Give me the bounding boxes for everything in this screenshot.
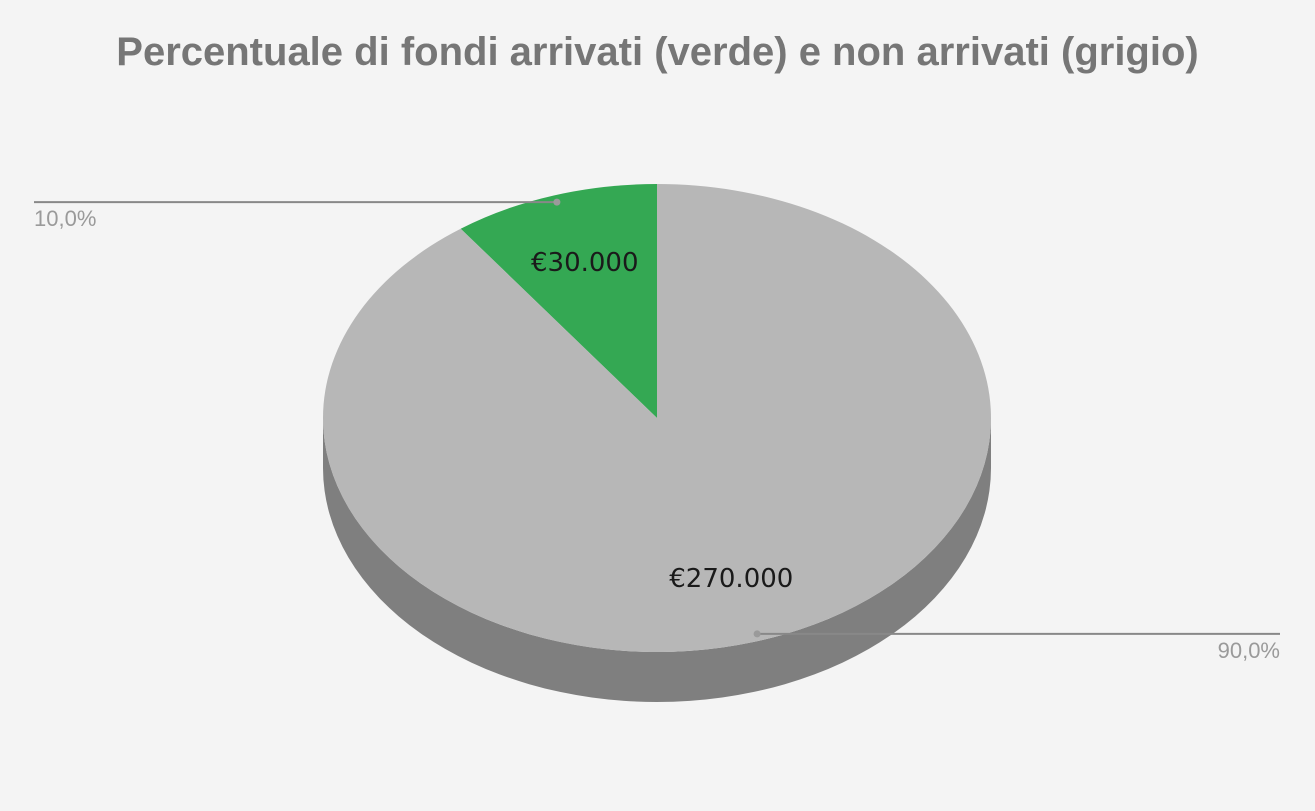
slice-labels: €30.000 10,0% €270.000 90,0% (34, 206, 1280, 663)
slice-percent-label-1: 90,0% (1218, 638, 1280, 663)
pie-side-wall (323, 418, 991, 702)
slice-percent-label-0: 10,0% (34, 206, 96, 231)
leader-dot-0 (553, 198, 561, 206)
leader-lines (34, 198, 1280, 638)
chart-title: Percentuale di fondi arrivati (verde) e … (116, 30, 1199, 74)
pie-slice-0 (460, 184, 657, 418)
pie-slice-1 (322, 184, 991, 652)
pie-top-layer (322, 184, 991, 652)
slice-value-label-0: €30.000 (531, 248, 639, 278)
leader-dot-1 (753, 630, 761, 638)
slice-value-label-1: €270.000 (669, 564, 793, 594)
pie-side-layer (323, 418, 991, 702)
